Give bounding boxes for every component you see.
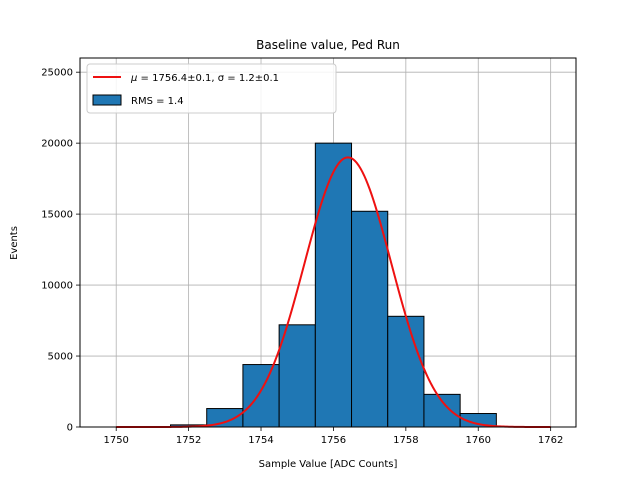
legend-hist-swatch: [92, 94, 122, 106]
legend-fit-sigma: 1.2±0.1: [239, 73, 279, 84]
y-axis-ticks: 0 5000 10000 15000 20000 25000: [41, 68, 80, 434]
x-tick-label-5: 1760: [466, 435, 491, 446]
legend-fit-mu: 1756.4±0.1: [152, 73, 211, 84]
x-tick-label-6: 1762: [538, 435, 563, 446]
x-tick-label-2: 1754: [248, 435, 273, 446]
histogram-bar-7: [423, 393, 461, 428]
legend-fit-mid: , σ =: [211, 73, 238, 84]
legend: μ = 1756.4±0.1, σ = 1.2±0.1 RMS = 1.4: [86, 63, 337, 114]
legend-box: [86, 63, 337, 114]
y-tick-label-1: 5000: [48, 352, 73, 363]
histogram-bar-5: [351, 210, 389, 428]
y-tick-label-5: 25000: [41, 68, 73, 79]
plot-frame: [79, 57, 577, 428]
x-tick-label-3: 1756: [321, 435, 346, 446]
legend-fit-label: μ = 1756.4±0.1, σ = 1.2±0.1: [130, 73, 279, 84]
legend-fit-prefix: μ =: [130, 73, 152, 84]
y-tick-label-3: 15000: [41, 210, 73, 221]
x-tick-label-4: 1758: [393, 435, 418, 446]
histogram-bar-6: [387, 315, 425, 428]
x-axis-label: Sample Value [ADC Counts]: [259, 459, 398, 470]
y-tick-label-0: 0: [67, 423, 73, 434]
chart-title: Baseline value, Ped Run: [256, 38, 400, 52]
x-tick-label-1: 1752: [176, 435, 201, 446]
legend-hist-label: RMS = 1.4: [131, 96, 184, 107]
x-axis-ticks: 1750 1752 1754 1756 1758 1760 1762: [103, 427, 563, 446]
y-tick-label-2: 10000: [41, 281, 73, 292]
y-axis-label: Events: [9, 226, 20, 260]
x-tick-label-0: 1750: [103, 435, 128, 446]
histogram-bar-3: [278, 324, 316, 428]
histogram-bar-2: [242, 364, 280, 428]
y-tick-label-4: 20000: [41, 139, 73, 150]
histogram-bar-4: [314, 142, 353, 428]
